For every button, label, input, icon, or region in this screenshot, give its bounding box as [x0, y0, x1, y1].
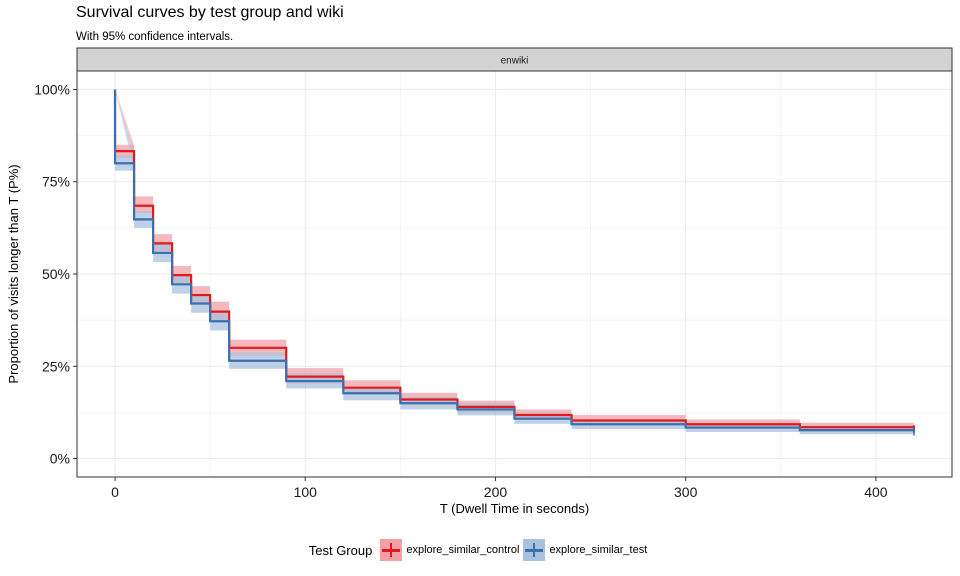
y-axis-title: Proportion of visits longer than T (P%) [6, 164, 21, 383]
chart-subtitle: With 95% confidence intervals. [76, 31, 234, 43]
y-tick-label: 75% [42, 174, 70, 190]
legend-title: Test Group [308, 542, 373, 558]
y-tick-label: 25% [42, 358, 70, 374]
x-tick-label: 300 [674, 484, 698, 500]
survival-line-control [113, 89, 916, 430]
y-tick-label: 100% [34, 81, 70, 97]
facet-strip-label: enwiki [501, 56, 529, 67]
x-axis-title: T (Dwell Time in seconds) [440, 501, 589, 516]
plot-panel [76, 70, 953, 478]
survival-line-test [113, 89, 916, 432]
legend-label-test: explore_similar_test [549, 544, 648, 556]
y-tick-label: 50% [42, 266, 70, 282]
legend-label-control: explore_similar_control [406, 544, 520, 556]
x-axis: 0 100 200 300 400 [111, 477, 888, 500]
legend-item-test: explore_similar_test [523, 539, 647, 561]
x-tick-label: 400 [864, 484, 888, 500]
legend-key-control [380, 539, 403, 561]
chart-title: Survival curves by test group and wiki [76, 4, 344, 21]
y-tick-label: 0% [50, 451, 70, 467]
survival-chart: enwiki 0 100 200 300 400 0% 25% 50% 75% 100% T (… [6, 47, 953, 516]
legend-key-test [523, 539, 546, 561]
x-tick-label: 0 [111, 484, 119, 500]
legend-item-control: explore_similar_control [380, 539, 519, 561]
y-axis: 0% 25% 50% 75% 100% [34, 81, 77, 467]
legend: Test Group explore_similar_control explo… [0, 537, 960, 563]
facet-strip: enwiki [76, 47, 953, 72]
survival-lines [113, 89, 916, 436]
x-tick-label: 200 [484, 484, 508, 500]
x-tick-label: 100 [294, 484, 318, 500]
